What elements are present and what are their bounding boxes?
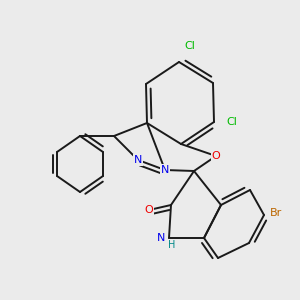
Text: N: N: [157, 233, 165, 243]
Text: Cl: Cl: [226, 117, 237, 127]
Text: N: N: [161, 165, 169, 175]
Text: Cl: Cl: [184, 41, 195, 51]
Text: Br: Br: [270, 208, 282, 218]
Text: H: H: [168, 240, 176, 250]
Text: N: N: [134, 155, 142, 165]
Text: O: O: [212, 151, 220, 161]
Text: O: O: [145, 205, 153, 215]
